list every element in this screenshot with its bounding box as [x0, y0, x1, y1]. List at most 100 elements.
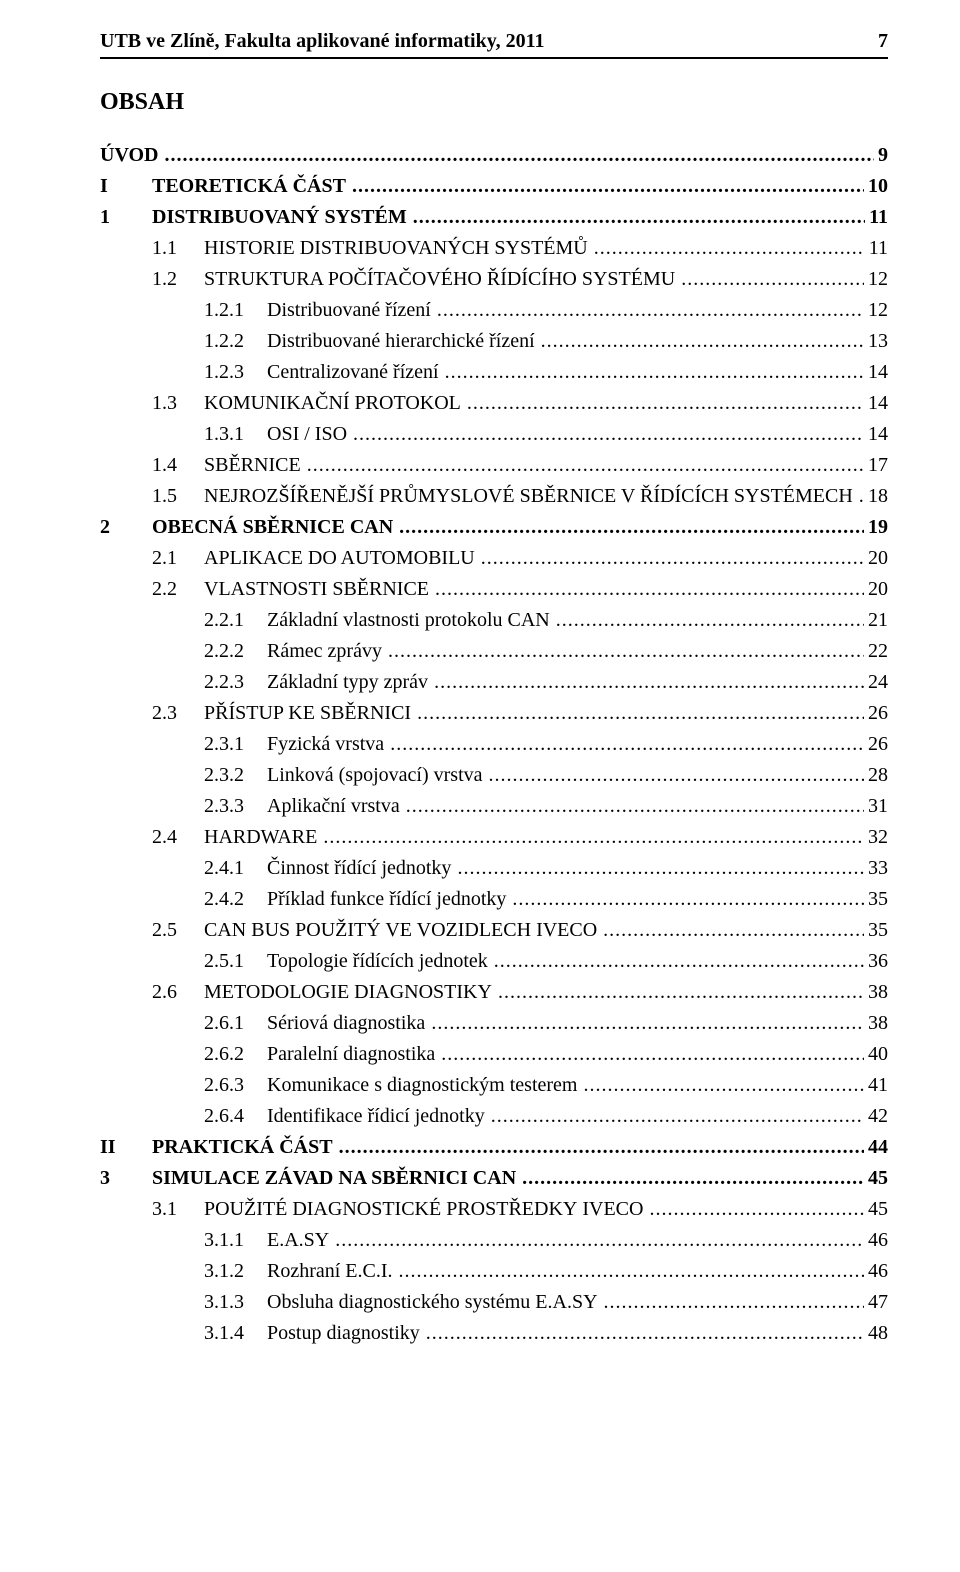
toc-leader-dots: ........................................… [439, 1039, 864, 1070]
toc-entry-page: 12 [864, 264, 888, 295]
toc-entry-label: Distribuované řízení [267, 295, 435, 326]
toc-entry-page: 41 [864, 1070, 888, 1101]
toc-leader-dots: ........................................… [581, 1070, 864, 1101]
toc-entry-label: Centralizované řízení [267, 357, 443, 388]
toc-leader-dots: ........................................… [443, 357, 864, 388]
toc-entry-page: 46 [864, 1256, 888, 1287]
toc-entry-number: 2 [100, 512, 152, 543]
toc-row: 1.2STRUKTURA POČÍTAČOVÉHO ŘÍDÍCÍHO SYSTÉ… [100, 264, 888, 295]
toc-entry-number: 2.6.3 [100, 1070, 267, 1101]
toc-row: 1.5NEJROZŠÍŘENĚJŠÍ PRŮMYSLOVÉ SBĚRNICE V… [100, 481, 888, 512]
toc-entry-label: DISTRIBUOVANÝ SYSTÉM [152, 202, 411, 233]
toc-leader-dots: ........................................… [351, 419, 864, 450]
toc-entry-label: Paralelní diagnostika [267, 1039, 439, 1070]
toc-entry-number: 2.5 [100, 915, 204, 946]
toc-entry-number: 2.2.2 [100, 636, 267, 667]
toc-row: 1.3KOMUNIKAČNÍ PROTOKOL.................… [100, 388, 888, 419]
toc-row: 1.1HISTORIE DISTRIBUOVANÝCH SYSTÉMŮ.....… [100, 233, 888, 264]
toc-entry-label: SIMULACE ZÁVAD NA SBĚRNICI CAN [152, 1163, 520, 1194]
toc-entry-label: HISTORIE DISTRIBUOVANÝCH SYSTÉMŮ [204, 233, 592, 264]
toc-row: 2.4.2Příklad funkce řídící jednotky.....… [100, 884, 888, 915]
toc-row: IIPRAKTICKÁ ČÁST........................… [100, 1132, 888, 1163]
toc-leader-dots: ........................................… [520, 1163, 864, 1194]
toc-entry-label: Příklad funkce řídící jednotky [267, 884, 510, 915]
toc-entry-label: E.A.SY [267, 1225, 333, 1256]
toc-entry-label: SBĚRNICE [204, 450, 305, 481]
toc-entry-label: HARDWARE [204, 822, 321, 853]
toc-leader-dots: ........................................… [333, 1225, 864, 1256]
toc-row: 3SIMULACE ZÁVAD NA SBĚRNICI CAN.........… [100, 1163, 888, 1194]
toc-row: 2.3PŘÍSTUP KE SBĚRNICI..................… [100, 698, 888, 729]
toc-row: 2.5.1Topologie řídících jednotek........… [100, 946, 888, 977]
toc-entry-number: 1.5 [100, 481, 204, 512]
toc-row: 3.1.2Rozhraní E.C.I.....................… [100, 1256, 888, 1287]
toc-entry-page: 14 [864, 419, 888, 450]
toc-entry-page: 12 [864, 295, 888, 326]
toc-entry-number: 1 [100, 202, 152, 233]
toc-leader-dots: ........................................… [647, 1194, 864, 1225]
toc-row: 3.1.1E.A.SY.............................… [100, 1225, 888, 1256]
toc-leader-dots: ........................................… [496, 977, 864, 1008]
toc-entry-label: KOMUNIKAČNÍ PROTOKOL [204, 388, 465, 419]
toc-leader-dots: ........................................… [350, 171, 864, 202]
toc-entry-label: Identifikace řídicí jednotky [267, 1101, 489, 1132]
toc-entry-page: 20 [864, 543, 888, 574]
toc-entry-label: Fyzická vrstva [267, 729, 388, 760]
header-page-number: 7 [870, 30, 888, 53]
toc-entry-label: Základní typy zpráv [267, 667, 432, 698]
toc-entry-number: II [100, 1132, 152, 1163]
toc-entry-number: 1.2.1 [100, 295, 267, 326]
toc-entry-page: 20 [864, 574, 888, 605]
toc-leader-dots: ........................................… [411, 202, 865, 233]
toc-entry-page: 38 [864, 1008, 888, 1039]
toc-entry-page: 44 [864, 1132, 888, 1163]
toc-row: 2.3.1Fyzická vrstva.....................… [100, 729, 888, 760]
toc-entry-number: 3.1 [100, 1194, 204, 1225]
toc-entry-number: 3.1.2 [100, 1256, 267, 1287]
toc-leader-dots: ........................................… [424, 1318, 864, 1349]
toc-entry-number: 2.6.2 [100, 1039, 267, 1070]
toc-entry-page: 26 [864, 729, 888, 760]
toc-entry-page: 42 [864, 1101, 888, 1132]
toc-row: 1.2.2Distribuované hierarchické řízení..… [100, 326, 888, 357]
toc-entry-page: 45 [864, 1194, 888, 1225]
toc-row: 1.2.1Distribuované řízení...............… [100, 295, 888, 326]
toc-entry-page: 47 [864, 1287, 888, 1318]
toc-entry-number: 1.2 [100, 264, 204, 295]
toc-entry-number: 3 [100, 1163, 152, 1194]
toc-entry-label: STRUKTURA POČÍTAČOVÉHO ŘÍDÍCÍHO SYSTÉMU [204, 264, 679, 295]
toc-row: 2.5CAN BUS POUŽITÝ VE VOZIDLECH IVECO...… [100, 915, 888, 946]
toc-leader-dots: ........................................… [592, 233, 865, 264]
toc-entry-number: 1.3 [100, 388, 204, 419]
toc-row: ÚVOD....................................… [100, 140, 888, 171]
toc-leader-dots: ........................................… [432, 667, 864, 698]
toc-row: 2.2.3Základní typy zpráv................… [100, 667, 888, 698]
toc-entry-page: 14 [864, 357, 888, 388]
toc-row: 2.6.2Paralelní diagnostika..............… [100, 1039, 888, 1070]
toc-leader-dots: ........................................… [539, 326, 864, 357]
toc-leader-dots: ........................................… [492, 946, 864, 977]
toc-entry-label: ÚVOD [100, 140, 163, 171]
toc-entry-page: 33 [864, 853, 888, 884]
toc-entry-label: PŘÍSTUP KE SBĚRNICI [204, 698, 415, 729]
toc-entry-label: NEJROZŠÍŘENĚJŠÍ PRŮMYSLOVÉ SBĚRNICE V ŘÍ… [204, 481, 857, 512]
toc-entry-number: I [100, 171, 152, 202]
toc-entry-page: 35 [864, 884, 888, 915]
toc-entry-number: 2.3.2 [100, 760, 267, 791]
toc-entry-label: Komunikace s diagnostickým testerem [267, 1070, 581, 1101]
toc-entry-page: 36 [864, 946, 888, 977]
toc-entry-label: OBECNÁ SBĚRNICE CAN [152, 512, 397, 543]
toc-entry-page: 18 [864, 481, 888, 512]
toc-entry-number: 2.5.1 [100, 946, 267, 977]
toc-entry-number: 2.2 [100, 574, 204, 605]
toc-leader-dots: ........................................… [337, 1132, 864, 1163]
header-rule [100, 57, 888, 59]
toc-row: 3.1.3Obsluha diagnostického systému E.A.… [100, 1287, 888, 1318]
toc-entry-number: 2.6.4 [100, 1101, 267, 1132]
toc-leader-dots: ........................................… [305, 450, 864, 481]
toc-row: 2.3.3Aplikační vrstva...................… [100, 791, 888, 822]
toc-leader-dots: ........................................… [465, 388, 864, 419]
toc-entry-page: 19 [864, 512, 888, 543]
obsah-heading: OBSAH [100, 89, 888, 116]
toc-entry-label: VLASTNOSTI SBĚRNICE [204, 574, 433, 605]
